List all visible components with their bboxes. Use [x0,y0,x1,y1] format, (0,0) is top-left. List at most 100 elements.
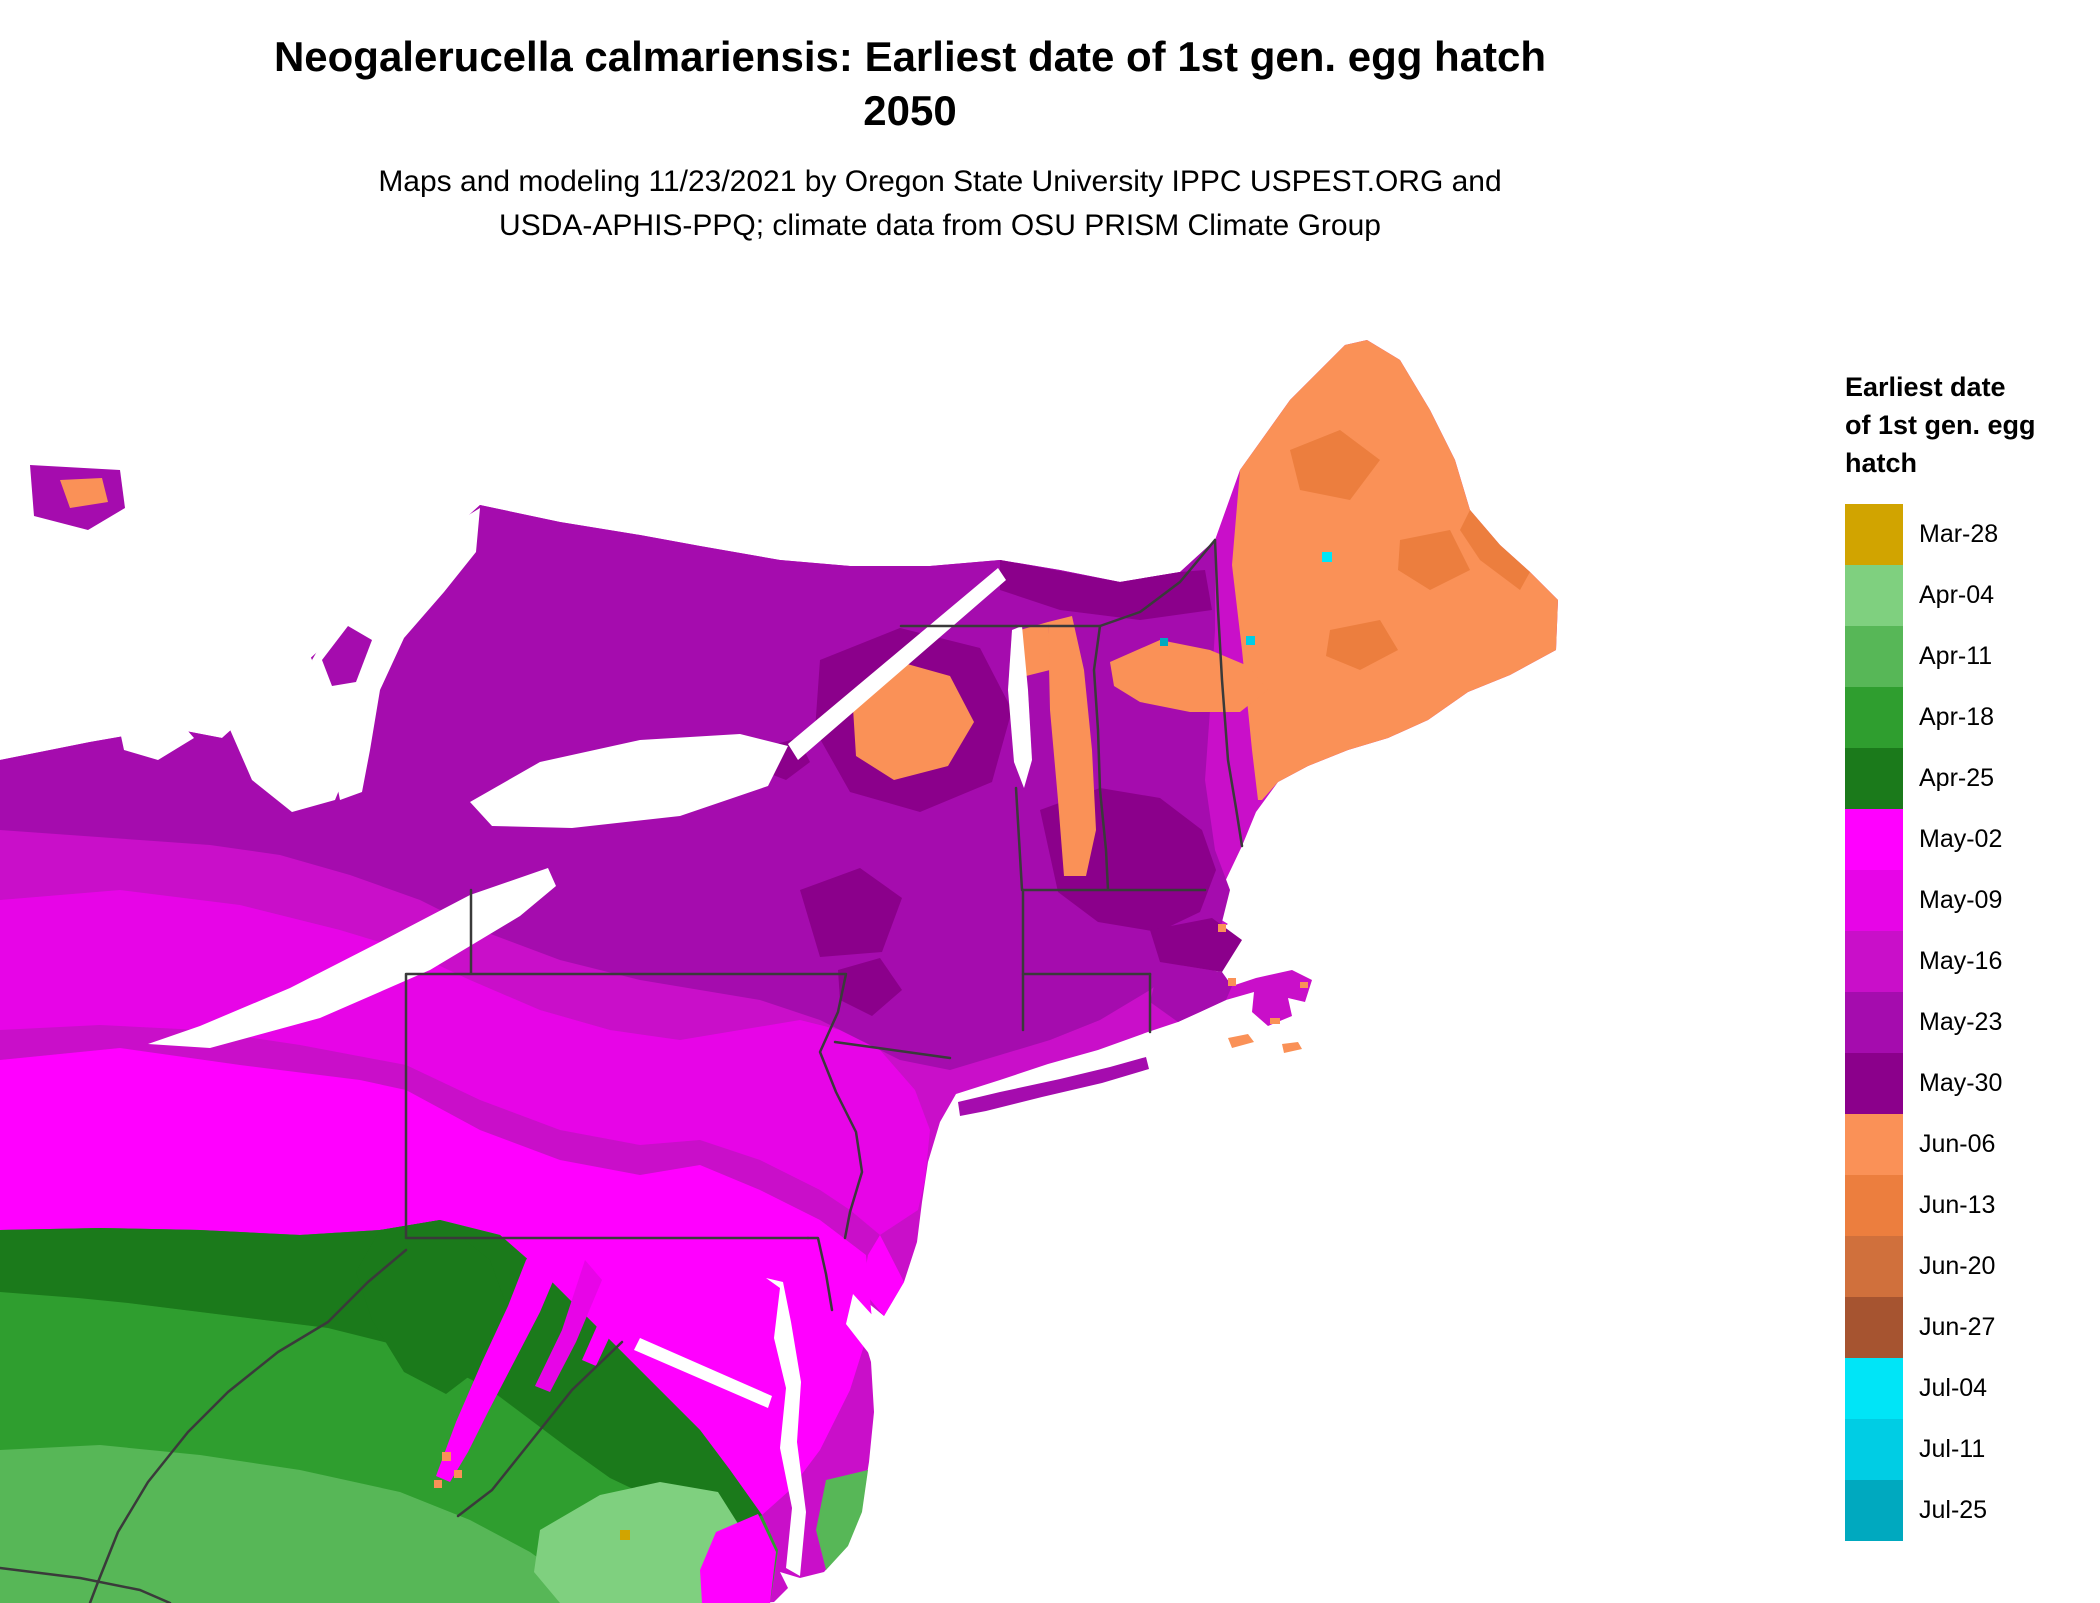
legend-entry: Apr-04 [1845,565,2095,626]
legend-entry: Jun-27 [1845,1297,2095,1358]
saginaw-bay [118,708,194,760]
legend-swatch [1845,1175,1903,1236]
lake-champlain [1008,626,1032,788]
long-island [958,1057,1149,1116]
legend-swatch [1845,809,1903,870]
legend-swatch [1845,931,1903,992]
border-delaware [806,1236,834,1312]
border-quebec-nh-me [1014,538,1217,628]
legend-entry: May-02 [1845,809,2095,870]
legend: Earliest date of 1st gen. egg hatch Mar-… [1845,368,2095,1541]
piedmont-magenta [700,1514,776,1603]
legend-label: May-02 [1919,825,2003,853]
legend-swatch [1845,626,1903,687]
mackinac-orange [60,478,108,508]
wv-orange-speck-2 [454,1470,462,1478]
legend-label: May-30 [1919,1069,2003,1097]
legend-label: Jul-11 [1919,1435,1986,1463]
apr25-highlands [356,1220,508,1394]
nantucket [1282,1042,1302,1053]
border-pennsylvania [404,888,864,1240]
subtitle-line-1: Maps and modeling 11/23/2021 by Oregon S… [378,165,1502,198]
legend-label: Jul-25 [1919,1496,1988,1524]
legend-label: Jun-06 [1919,1130,1996,1158]
apr25-band [0,1220,762,1528]
legend-label: May-09 [1919,886,2003,914]
delaware-bay [846,1294,884,1360]
legend-label: Jun-27 [1919,1313,1996,1341]
quebec-strip [1000,560,1212,620]
georgian-bay [312,508,480,800]
legend-swatch [1845,1236,1903,1297]
border-kentucky [0,1566,172,1603]
green-mountains [1048,616,1096,876]
legend-label: Jun-20 [1919,1252,1996,1280]
legend-swatch [1845,1480,1903,1541]
legend-entries: Mar-28 Apr-04 Apr-11 Apr-18 Apr-25 May-02 May-… [1845,504,2095,1541]
title-line-1: Neogalerucella calmariensis: Earliest da… [273,33,1547,80]
legend-entry: Apr-18 [1845,687,2095,748]
legend-title: Earliest date of 1st gen. egg hatch [1845,372,2036,478]
legend-entry: Jul-11 [1845,1419,2095,1480]
title-line-2: 2050 [863,87,957,134]
legend-label: Jun-13 [1919,1191,1996,1219]
page-title: Neogalerucella calmariensis: Earliest da… [0,30,1820,138]
legend-swatch [1845,1053,1903,1114]
nh-lake-dot [1160,638,1168,646]
legend-label: Jul-04 [1919,1374,1988,1402]
legend-entry: May-23 [1845,992,2095,1053]
legend-swatch [1845,1419,1903,1480]
marthas-vineyard [1228,1034,1254,1048]
apr04-southeast [534,1482,742,1603]
legend-entry: Apr-11 [1845,626,2095,687]
egg-hatch-map [0,340,1558,1603]
legend-swatch [1845,687,1903,748]
legend-entry: Jul-04 [1845,1358,2095,1419]
legend-swatch [1845,565,1903,626]
legend-label: Apr-18 [1919,703,1995,731]
legend-swatch [1845,1114,1903,1175]
zone-jun13 [1290,430,1530,670]
chesapeake-bay [766,1278,806,1576]
wv-orange-speck-1 [442,1452,451,1461]
ridge-stripes [436,1235,776,1603]
legend-swatch [1845,1358,1903,1419]
border-ny-nj [833,1040,952,1060]
legend-label: Apr-25 [1919,764,1995,792]
poconos [838,958,902,1016]
legend-entry: Mar-28 [1845,504,2095,565]
legend-label: May-23 [1919,1008,2003,1036]
adirondack-core [852,662,974,780]
zone-may09 [0,890,930,1235]
delmarva-light [816,1470,868,1570]
legend-entry: Jul-25 [1845,1480,2095,1541]
legend-entry: May-30 [1845,1053,2095,1114]
potomac-river [634,1338,772,1408]
maine-lake-dot-1 [1322,552,1332,562]
champlain-north [1020,622,1050,676]
virginia-gold-dot [620,1530,630,1540]
border-va-wv [456,1340,624,1518]
legend-entry: Apr-25 [1845,748,2095,809]
map-canvas [0,330,1580,1603]
se-massachusetts [1150,962,1232,1022]
border-vt-nh [1092,624,1110,892]
state-borders [0,538,1244,1603]
legend-entry: Jun-06 [1845,1114,2095,1175]
legend-swatch [1845,504,1903,565]
border-me-nh [1213,538,1244,848]
coast-islands [1218,924,1308,1053]
wv-orange-speck-3 [434,1480,442,1488]
white-mountains [1110,640,1268,712]
border-ny-vt [1014,786,1024,892]
catskills [800,868,902,957]
water-bodies [28,508,1032,1576]
maine-lake-dot-2 [1246,636,1255,645]
legend-label: Apr-04 [1919,581,1995,609]
south-jersey [862,1235,904,1316]
legend-entry: Jun-20 [1845,1236,2095,1297]
legend-swatch [1845,1297,1903,1358]
legend-label: Apr-11 [1919,642,1993,670]
legend-label: Mar-28 [1919,520,1999,548]
legend-entry: Jun-13 [1845,1175,2095,1236]
